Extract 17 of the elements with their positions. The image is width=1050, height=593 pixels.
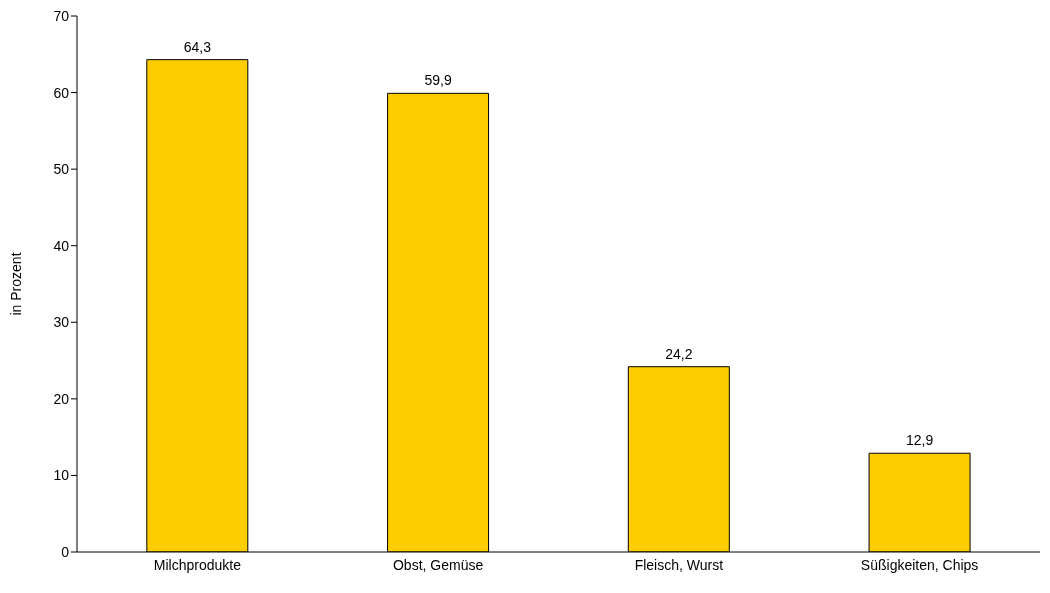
x-tick-label: Milchprodukte: [153, 556, 242, 573]
y-tick-label: 0: [61, 543, 70, 560]
y-tick-label: 30: [53, 314, 70, 331]
y-tick-label: 10: [53, 467, 70, 484]
y-axis-title: in Prozent: [7, 252, 24, 316]
data-label: 59,9: [424, 72, 452, 89]
y-tick-label: 40: [53, 237, 70, 254]
data-label: 64,3: [183, 38, 212, 55]
data-label: 24,2: [665, 345, 693, 362]
y-tick-label: 50: [53, 161, 70, 178]
x-tick-label: Obst, Gemüse: [392, 556, 484, 573]
data-label: 12,9: [905, 432, 934, 449]
x-tick-label: Süßigkeiten, Chips: [860, 556, 979, 573]
y-tick-label: 20: [53, 390, 70, 407]
y-tick-label: 60: [53, 84, 70, 101]
x-tick-label: Fleisch, Wurst: [634, 556, 724, 573]
y-tick-label: 70: [53, 7, 70, 24]
